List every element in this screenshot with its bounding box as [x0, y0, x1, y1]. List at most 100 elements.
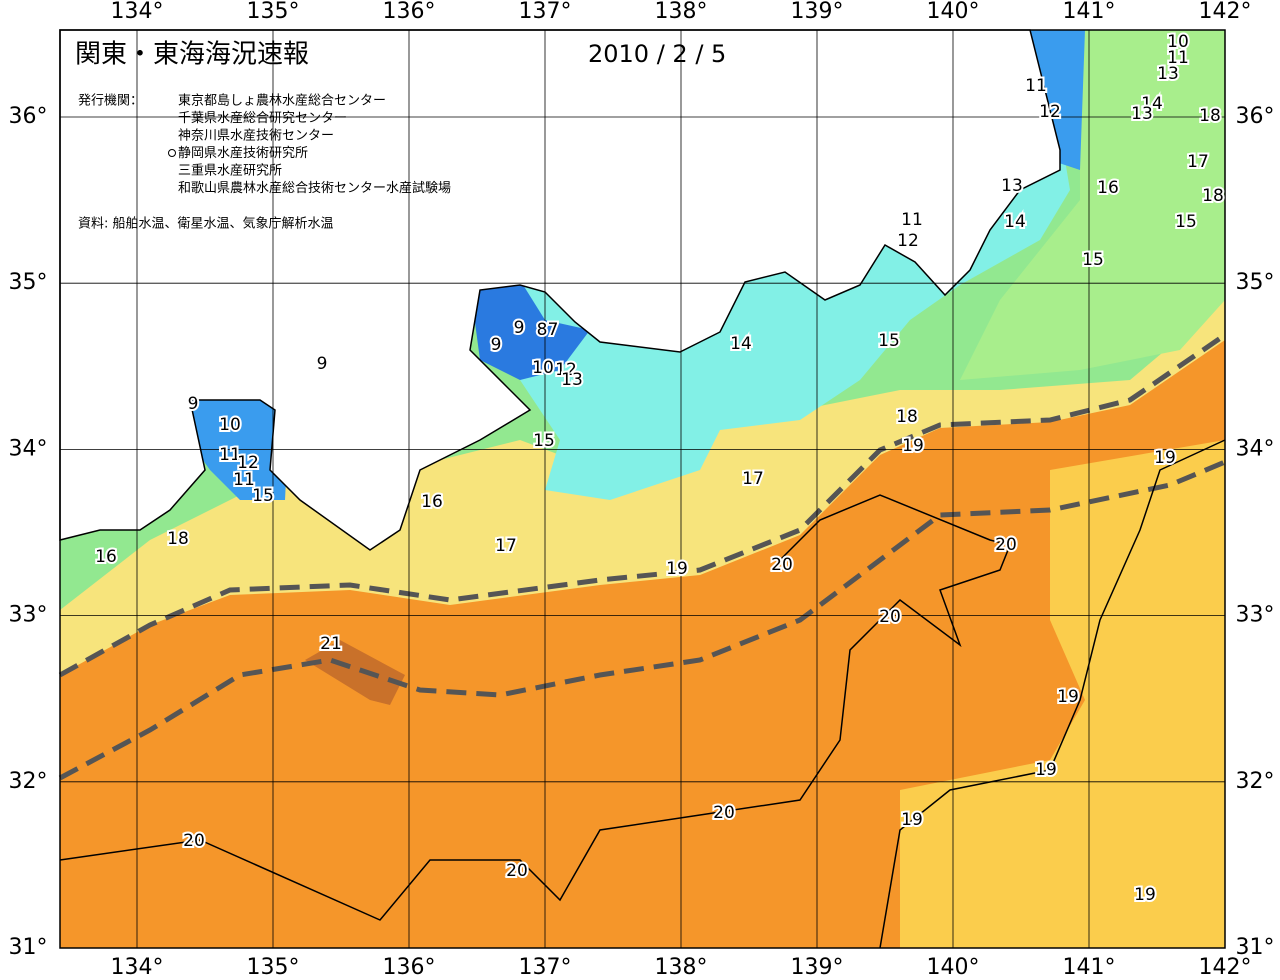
contour-label: 11 [219, 445, 241, 465]
kuroshio-edge [58, 332, 1227, 678]
contour-label: 7 [548, 320, 559, 340]
contour-label: 12 [237, 453, 259, 473]
lon-label: 142° [1199, 955, 1252, 980]
issuer-label: 発行機関： [78, 94, 143, 109]
lon-label: 134° [111, 0, 164, 24]
contour-label: 18 [896, 407, 918, 427]
contour-label: 20 [879, 607, 901, 627]
contour-label: 19 [666, 559, 688, 579]
contour-label: 15 [878, 331, 900, 351]
lon-label: 135° [247, 955, 300, 980]
kuroshio-axis [58, 459, 1226, 781]
contour-label: 20 [506, 861, 528, 881]
issuer: 静岡県水産技術研究所 [178, 145, 308, 161]
date: 2010 / 2 / 5 [588, 40, 726, 68]
contour-label: 18 [1199, 106, 1221, 126]
contour-label: 13 [1157, 64, 1179, 84]
lon-label: 141° [1063, 955, 1116, 980]
issuer: 千葉県水産総合研究センター [178, 110, 347, 126]
contour-label: 16 [95, 547, 117, 567]
contour-label: 20 [183, 831, 205, 851]
lon-label: 140° [927, 0, 980, 24]
contour-label: 14 [730, 334, 752, 354]
issuer: 東京都島しょ農林水産総合センター [178, 93, 386, 109]
contour-label: 19 [1134, 885, 1156, 905]
contour-label: 12 [1039, 102, 1061, 122]
water-21 [305, 640, 405, 705]
lon-label: 141° [1063, 0, 1116, 24]
contour-label: 16 [421, 492, 443, 512]
contour-label: 14 [1004, 212, 1026, 232]
lat-label: 33° [1236, 603, 1275, 628]
contour-label: 20 [771, 555, 793, 575]
lon-label: 134° [111, 955, 164, 980]
contour-label: 16 [1097, 178, 1119, 198]
contour-label: 15 [252, 486, 274, 506]
lat-label: 32° [1236, 769, 1275, 794]
lon-label: 136° [383, 955, 436, 980]
contour-label: 9 [491, 335, 502, 355]
contour-label: 19 [901, 810, 923, 830]
issuer: 和歌山県農林水産総合技術センター水産試験場 [178, 180, 451, 196]
ise-bay [470, 280, 590, 380]
contour-label: 11 [233, 470, 255, 490]
lat-label: 35° [1236, 270, 1275, 295]
contour-label: 9 [317, 354, 328, 374]
issuer: 神奈川県水産技術センター [178, 128, 334, 144]
lat-label: 33° [9, 603, 48, 628]
contour-20 [59, 494, 1012, 921]
source: 資料: 船舶水温、衛星水温、気象庁解析水温 [78, 216, 334, 232]
lon-label: 140° [927, 955, 980, 980]
contour-label: 19 [1057, 687, 1079, 707]
lon-label: 138° [655, 955, 708, 980]
issuer-marker [168, 149, 176, 157]
contour-label: 19 [1154, 448, 1176, 468]
contour-label: 19 [1035, 760, 1057, 780]
contour-label: 20 [713, 803, 735, 823]
contour-label: 9 [514, 318, 525, 338]
contour-19 [879, 439, 1226, 949]
contour-label: 14 [1141, 94, 1163, 114]
contour-label: 15 [1175, 212, 1197, 232]
contour-label: 19 [902, 436, 924, 456]
lon-label: 142° [1199, 0, 1252, 24]
contour-label: 10 [532, 358, 554, 378]
lat-label: 31° [9, 935, 48, 960]
contour-label: 12 [555, 360, 577, 380]
lon-label: 135° [247, 0, 300, 24]
lon-label: 139° [791, 0, 844, 24]
contour-label: 18 [1202, 186, 1224, 206]
contour-label: 13 [1001, 176, 1023, 196]
contour-label: 21 [320, 634, 342, 654]
land [59, 29, 1061, 551]
lat-label: 34° [9, 436, 48, 461]
contour-label: 11 [1025, 76, 1047, 96]
contour-label: 13 [1131, 104, 1153, 124]
contour-label: 18 [167, 529, 189, 549]
contour-label: 20 [995, 535, 1017, 555]
contour-label: 12 [897, 231, 919, 251]
lon-label: 138° [655, 0, 708, 24]
contour-label: 17 [742, 469, 764, 489]
lon-label: 139° [791, 955, 844, 980]
title: 関東・東海海況速報 [75, 40, 309, 70]
lat-label: 32° [9, 769, 48, 794]
lat-label: 36° [1236, 104, 1275, 129]
lat-label: 34° [1236, 436, 1275, 461]
contour-label: 17 [495, 536, 517, 556]
water-19 [900, 440, 1225, 948]
issuer: 三重県水産研究所 [178, 163, 282, 179]
water-15-east [960, 30, 1225, 380]
contour-label: 10 [219, 415, 241, 435]
lon-label: 137° [519, 0, 572, 24]
contour-label: 10 [1167, 32, 1189, 52]
contour-label: 8 [537, 320, 548, 340]
contour-label: 9 [188, 394, 199, 414]
lat-label: 35° [9, 270, 48, 295]
contour-label: 15 [1082, 250, 1104, 270]
contour-label: 17 [1187, 152, 1209, 172]
lat-label: 36° [9, 104, 48, 129]
contour-label: 11 [901, 210, 923, 230]
lat-label: 31° [1236, 935, 1275, 960]
